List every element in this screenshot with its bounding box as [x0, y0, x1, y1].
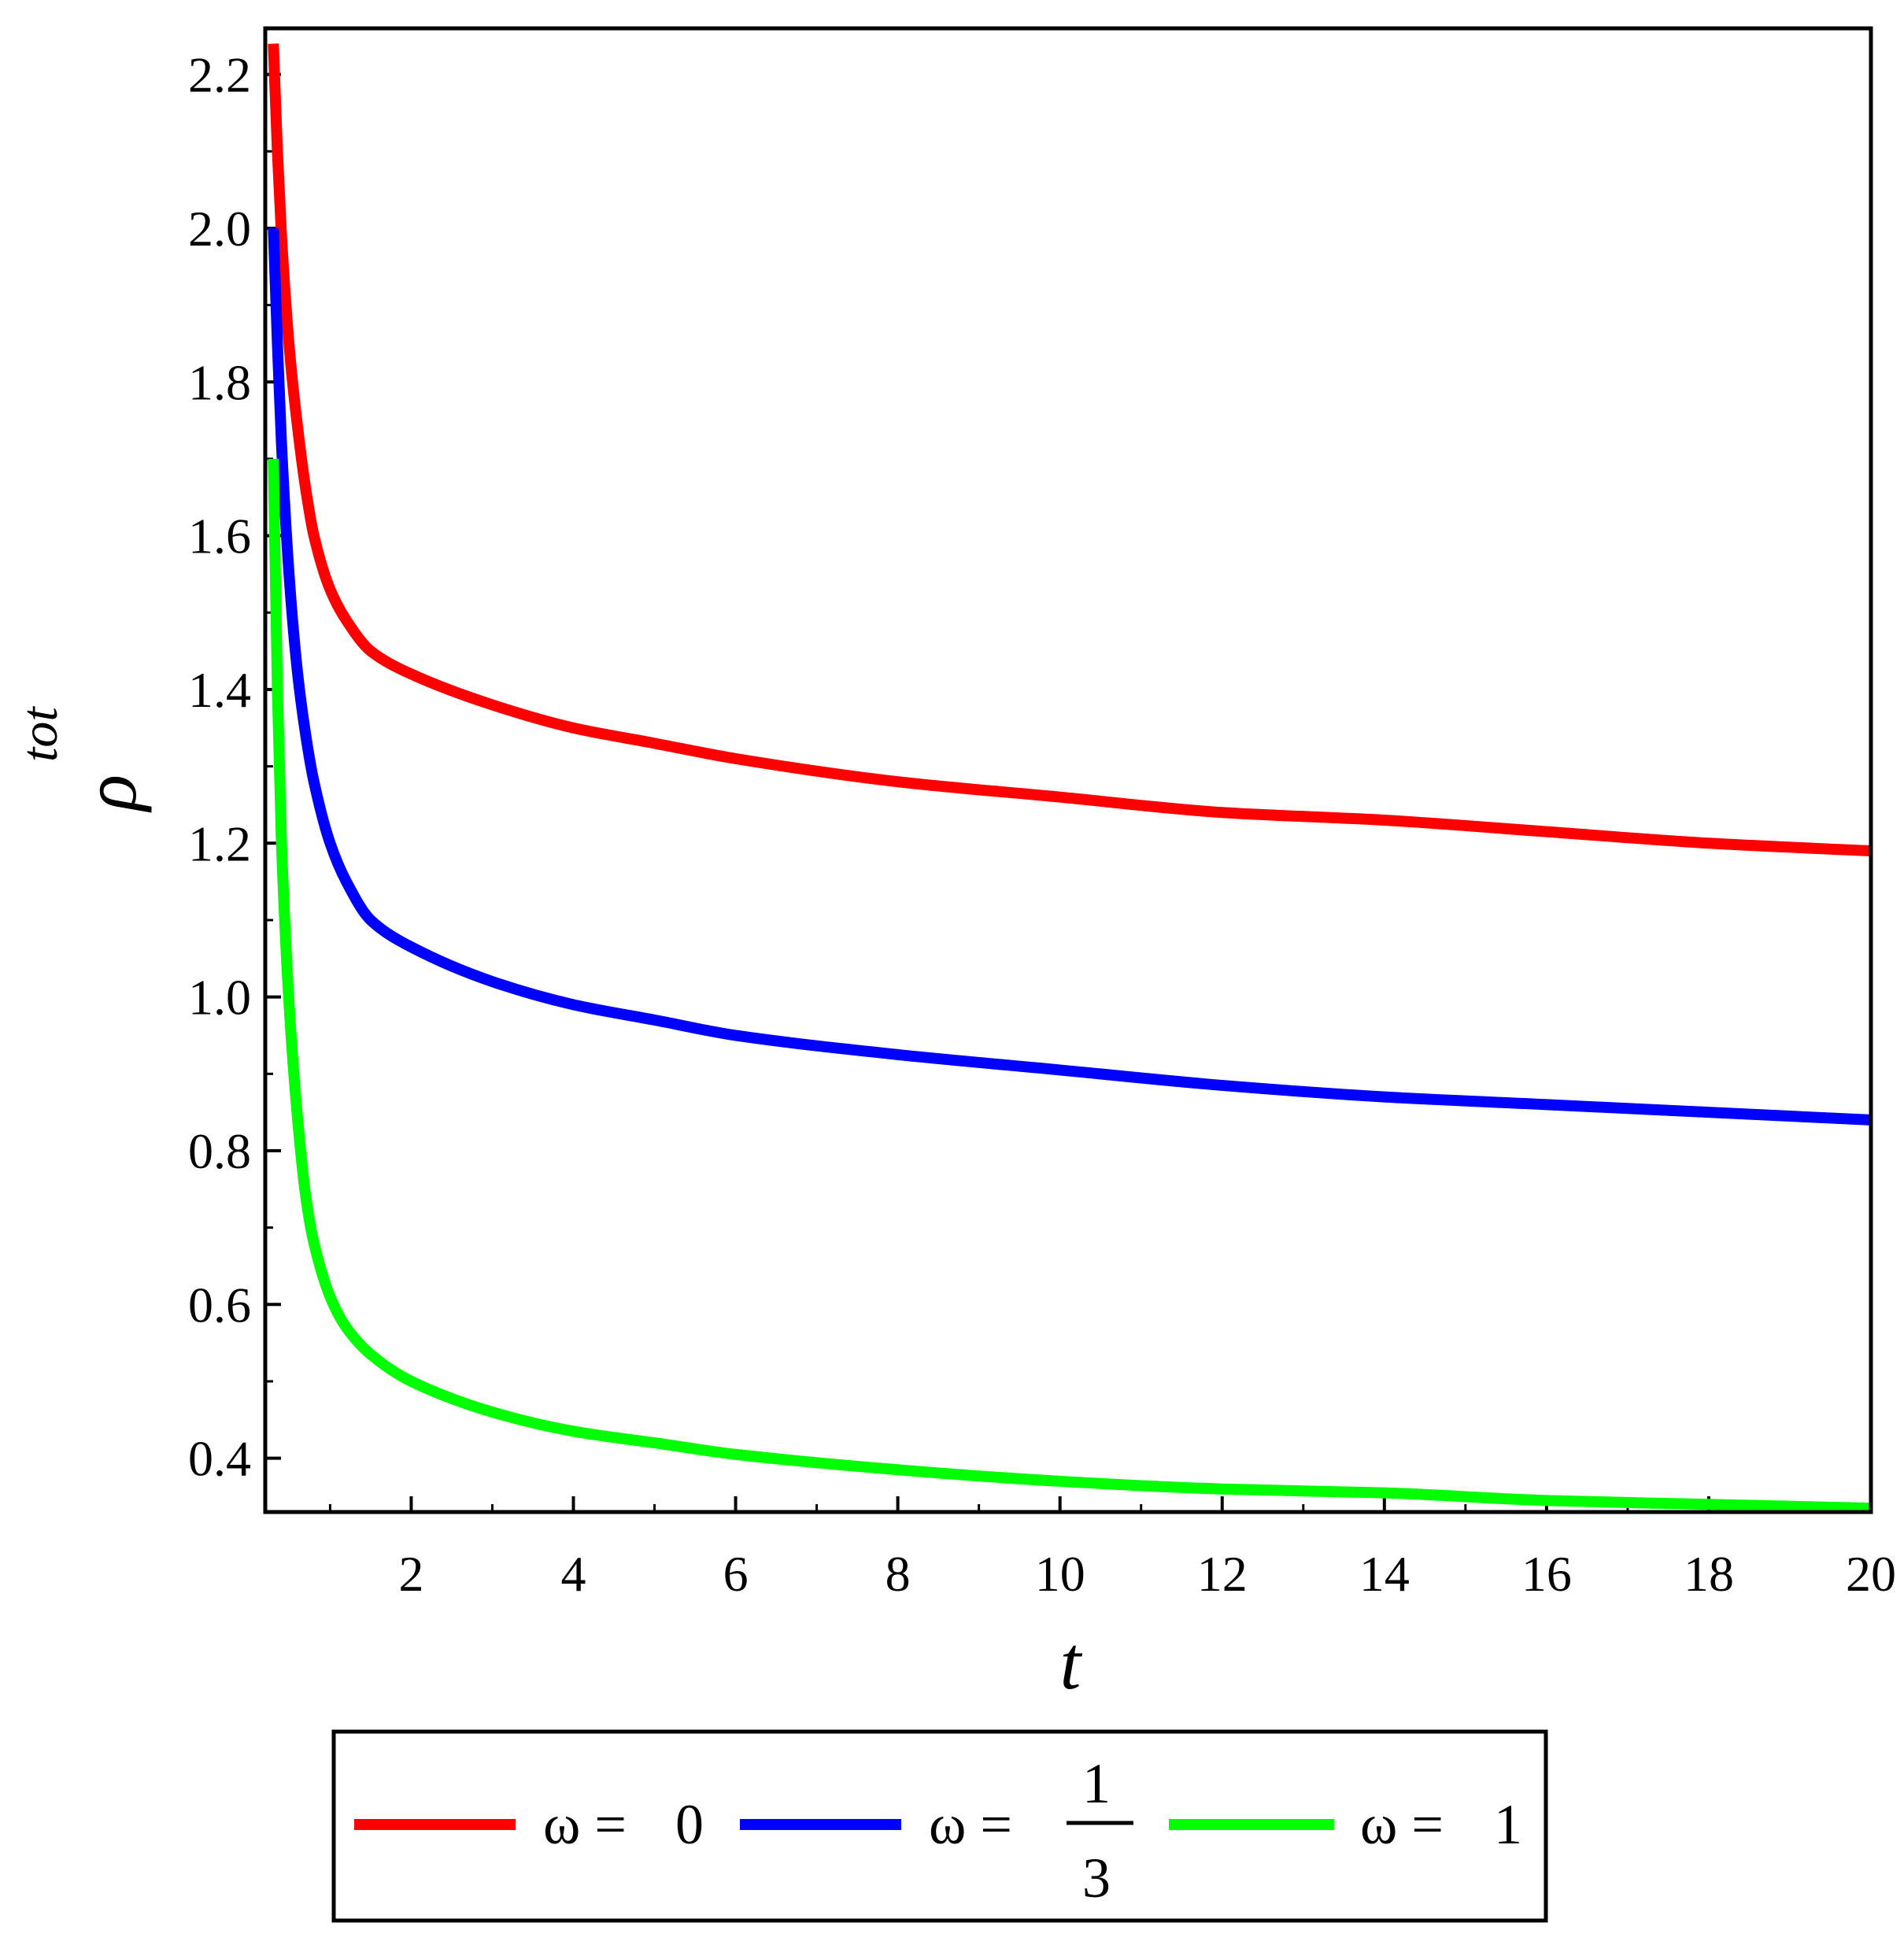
- y-tick-label: 1.8: [188, 354, 251, 410]
- series-line-1: [268, 227, 1872, 1126]
- y-axis-ticks: 0.4 0.6 0.8 1.0 1.2 1.4 1.6 1.8 2.0 2.2: [188, 47, 281, 1487]
- y-axis-title-superscript: tot: [11, 706, 68, 762]
- y-tick-label: 2.0: [188, 201, 251, 257]
- y-tick-label: 1.2: [188, 815, 251, 871]
- plot-frame: [263, 26, 1873, 1514]
- y-tick-label: 0.6: [188, 1277, 251, 1333]
- legend-label-series-1-denominator: 3: [1082, 1847, 1111, 1910]
- series-lines: [268, 43, 1872, 1514]
- y-axis-title: ρ tot: [11, 706, 152, 813]
- y-tick-label: 1.0: [188, 970, 251, 1026]
- y-axis-title-main: ρ: [68, 775, 152, 813]
- x-tick-label: 10: [1035, 1546, 1085, 1602]
- legend-label-series-2-prefix: ω =: [1360, 1793, 1444, 1856]
- series-line-2: [268, 458, 1872, 1514]
- legend-box: [331, 1729, 1548, 1923]
- legend-label-series-0-value: 0: [675, 1793, 704, 1856]
- x-tick-label: 20: [1846, 1546, 1896, 1602]
- series-line-0: [268, 43, 1872, 857]
- legend-label-series-1-prefix: ω =: [929, 1793, 1012, 1856]
- x-tick-label: 16: [1521, 1546, 1572, 1602]
- x-axis-title: t: [1060, 1621, 1083, 1705]
- legend-label-series-1-numerator: 1: [1082, 1752, 1111, 1815]
- y-tick-label: 0.8: [188, 1123, 251, 1179]
- x-axis-ticks: 2 4 6 8 10 12 14 16 18 20: [328, 1496, 1896, 1602]
- y-tick-label: 1.4: [188, 662, 251, 718]
- x-tick-label: 6: [723, 1546, 749, 1602]
- x-tick-label: 18: [1684, 1546, 1734, 1602]
- x-tick-label: 4: [561, 1546, 586, 1602]
- legend-label-series-0-prefix: ω =: [543, 1793, 627, 1856]
- y-tick-label: 0.4: [188, 1431, 251, 1487]
- legend-label-series-2-value: 1: [1494, 1793, 1522, 1856]
- y-tick-label: 1.6: [188, 508, 251, 564]
- x-tick-label: 14: [1359, 1546, 1410, 1602]
- x-tick-label: 12: [1197, 1546, 1248, 1602]
- x-tick-label: 8: [885, 1546, 911, 1602]
- y-tick-label: 2.2: [188, 47, 251, 103]
- x-tick-label: 2: [398, 1546, 423, 1602]
- legend: ω = 0 ω = 1 3 ω = 1: [331, 1729, 1548, 1923]
